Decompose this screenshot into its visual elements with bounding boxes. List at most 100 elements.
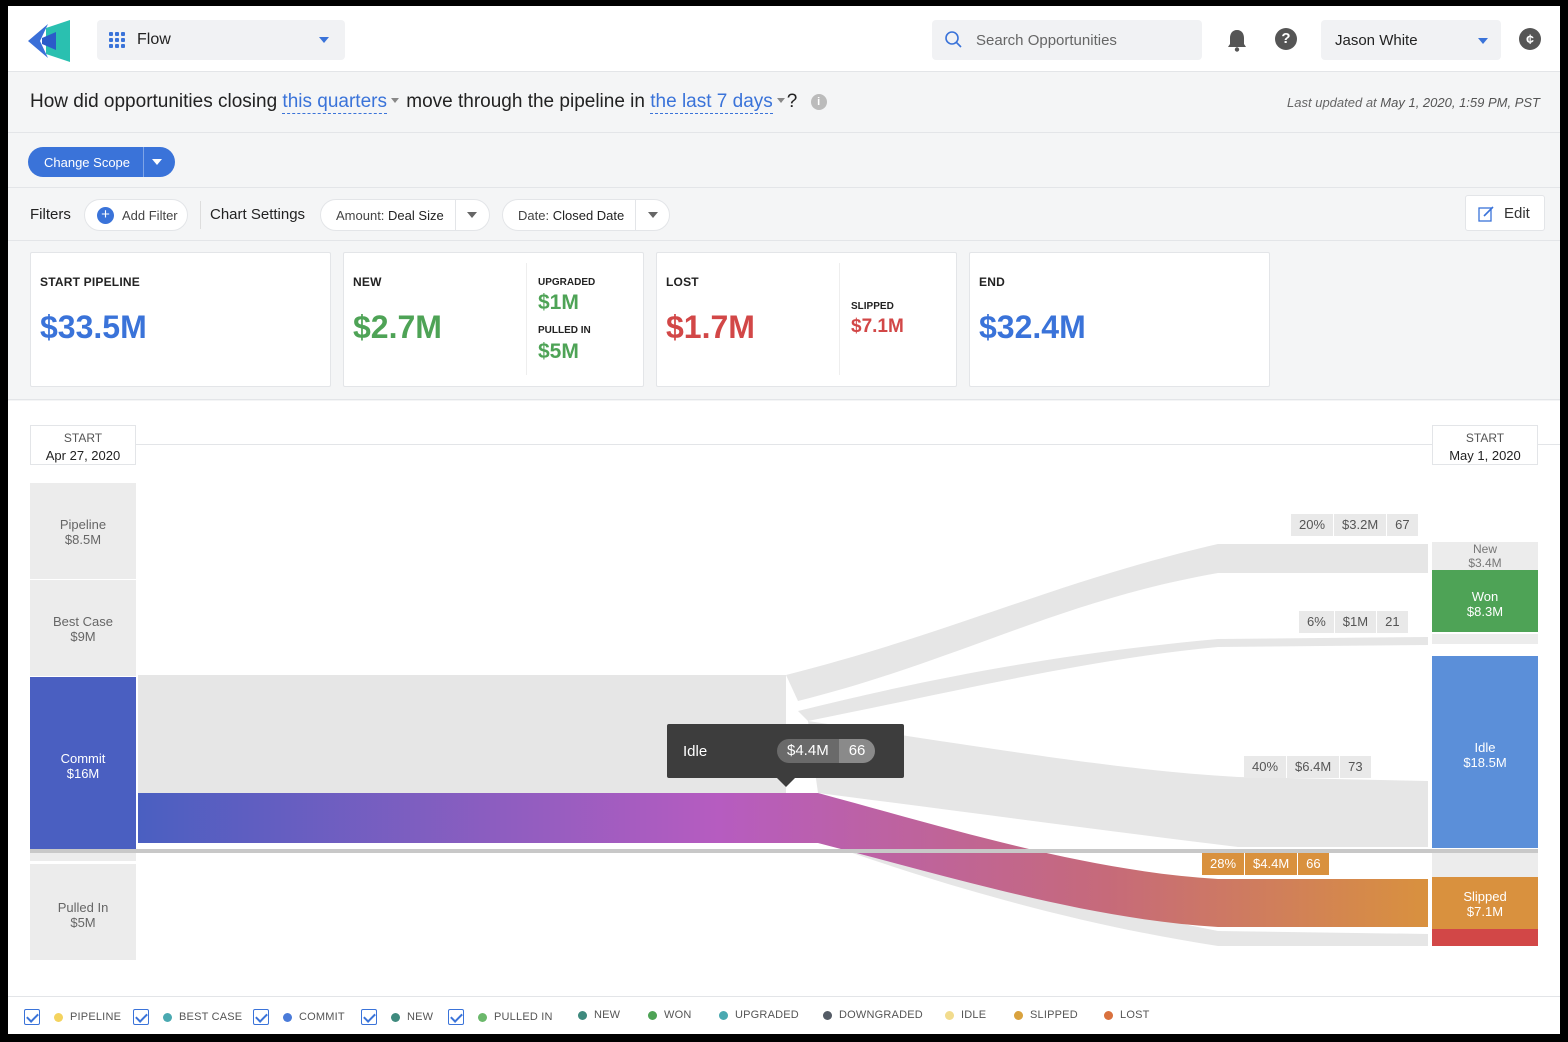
chevron-down-icon[interactable] (152, 159, 162, 165)
period-picker[interactable]: the last 7 days (650, 91, 773, 114)
kpi-sub-value: $5M (538, 340, 579, 363)
legend-pulled-in[interactable]: PULLED IN (448, 1009, 553, 1025)
kpi-summary: START PIPELINE $33.5M NEW $2.7M UPGRADED… (8, 242, 1560, 400)
flow-tag-idle[interactable]: 40% $6.4M 73 (1244, 756, 1372, 778)
legend-slipped[interactable]: SLIPPED (1014, 1009, 1078, 1021)
tooltip-count: 66 (838, 739, 876, 763)
currency-icon[interactable]: ¢ (1519, 28, 1541, 50)
kpi-new[interactable]: NEW $2.7M UPGRADED $1M PULLED IN $5M (343, 252, 644, 387)
top-nav: Flow Search Opportunities ? Jason White … (8, 6, 1560, 72)
scope-picker[interactable]: this quarters (282, 91, 387, 114)
stage-slipped-bar[interactable] (1432, 877, 1538, 929)
legend-upgraded[interactable]: UPGRADED (719, 1009, 799, 1021)
legend-downgraded[interactable]: DOWNGRADED (823, 1009, 923, 1021)
legend-new[interactable]: NEW (361, 1009, 433, 1025)
checkbox-icon[interactable] (361, 1009, 377, 1025)
stage-new-bar[interactable] (1432, 542, 1538, 570)
checkbox-icon[interactable] (253, 1009, 269, 1025)
flow-svg (30, 483, 1538, 960)
date-dropdown[interactable]: Date: Closed Date (502, 199, 670, 231)
question-prefix: How did opportunities closing (30, 91, 278, 112)
kpi-end[interactable]: END $32.4M (969, 252, 1270, 387)
view-selector-label: Flow (137, 31, 171, 48)
stage-label-pipeline: Pipeline $8.5M (59, 517, 107, 547)
stage-idle-bar[interactable] (1432, 656, 1538, 848)
search-placeholder: Search Opportunities (976, 32, 1117, 49)
kpi-value: $1.7M (666, 309, 755, 345)
legend-dot-icon (578, 1010, 587, 1020)
legend-best-case[interactable]: BEST CASE (133, 1009, 242, 1025)
kpi-sub-title: PULLED IN (538, 325, 591, 336)
last-updated: Last updated at May 1, 2020, 1:59 PM, PS… (1287, 95, 1540, 110)
kpi-title: NEW (353, 275, 382, 289)
question-bar: How did opportunities closing this quart… (8, 73, 1560, 133)
kpi-value: $2.7M (353, 309, 442, 345)
kpi-lost[interactable]: LOST $1.7M SLIPPED $7.1M (656, 252, 957, 387)
app-logo[interactable] (26, 18, 78, 64)
kpi-value: $32.4M (979, 309, 1086, 345)
end-header-label: START (1465, 431, 1505, 445)
question-suffix: ? (786, 91, 798, 112)
checkbox-icon[interactable] (24, 1009, 40, 1025)
tooltip-label: Idle (683, 743, 708, 760)
legend-won[interactable]: WON (648, 1009, 691, 1021)
chart-legend: PIPELINE BEST CASE COMMIT NEW PULLED IN … (8, 996, 1560, 1034)
legend-dot-icon (1104, 1010, 1113, 1020)
stage-pulled-in-bar[interactable] (30, 864, 136, 960)
stage-pipeline-bar[interactable] (30, 483, 136, 579)
question-middle: move through the pipeline in (406, 91, 645, 112)
flow-to-idle[interactable] (808, 721, 1428, 847)
flow-to-lost[interactable] (818, 831, 1428, 946)
edit-label: Edit (1504, 205, 1530, 222)
legend-dot-icon (823, 1010, 832, 1020)
legend-dot-icon (478, 1012, 487, 1022)
stage-commit-bar[interactable] (30, 677, 136, 849)
add-filter-button[interactable]: + Add Filter (84, 199, 188, 231)
legend-idle[interactable]: IDLE (945, 1009, 986, 1021)
info-icon[interactable]: i (810, 94, 827, 110)
kpi-sub-title: SLIPPED (851, 301, 894, 312)
user-menu[interactable]: Jason White (1321, 20, 1501, 60)
flow-tag-won[interactable]: 6% $1M 21 (1299, 611, 1409, 633)
flow-commit-band[interactable] (138, 675, 786, 793)
legend-commit[interactable]: COMMIT (253, 1009, 345, 1025)
change-scope-button[interactable]: Change Scope (28, 147, 175, 177)
bell-icon[interactable] (1226, 28, 1248, 52)
kpi-sub-value: $7.1M (851, 316, 904, 337)
edit-button[interactable]: Edit (1465, 195, 1545, 231)
legend-pipeline[interactable]: PIPELINE (24, 1009, 121, 1025)
flow-to-new[interactable] (786, 544, 1428, 701)
kpi-title: END (979, 275, 1005, 289)
kpi-value: $33.5M (40, 309, 147, 345)
stage-lost-bar[interactable] (1432, 929, 1538, 946)
flow-to-won[interactable] (798, 637, 1428, 721)
end-header-date: May 1, 2020 (1449, 448, 1521, 463)
last-updated-prefix: Last updated at (1287, 95, 1377, 110)
checkbox-icon[interactable] (133, 1009, 149, 1025)
flow-tooltip: Idle $4.4M 66 (667, 724, 904, 787)
flow-tag-slipped[interactable]: 28% $4.4M 66 (1202, 853, 1330, 875)
scope-bar: Change Scope (8, 134, 1560, 188)
flow-highlight-slipped[interactable] (138, 793, 1428, 927)
kpi-title: START PIPELINE (40, 275, 140, 289)
legend-dot-icon (648, 1010, 657, 1020)
help-icon[interactable]: ? (1275, 28, 1297, 50)
flow-tag-new[interactable]: 20% $3.2M 67 (1291, 514, 1419, 536)
checkbox-icon[interactable] (448, 1009, 464, 1025)
tooltip-amount: $4.4M (777, 739, 839, 763)
legend-new-end[interactable]: NEW (578, 1009, 620, 1021)
stage-won-bar[interactable] (1432, 570, 1538, 632)
view-selector[interactable]: Flow (97, 20, 345, 60)
amount-value: Deal Size (388, 208, 444, 223)
start-header: START Apr 27, 2020 (30, 425, 136, 465)
chevron-down-icon (776, 97, 785, 103)
chevron-down-icon (390, 97, 399, 103)
stage-best-case-bar[interactable] (30, 580, 136, 676)
chevron-down-icon (1478, 38, 1488, 44)
legend-lost[interactable]: LOST (1104, 1009, 1150, 1021)
kpi-start-pipeline[interactable]: START PIPELINE $33.5M (30, 252, 331, 387)
amount-dropdown[interactable]: Amount: Deal Size (320, 199, 490, 231)
search-input[interactable]: Search Opportunities (932, 20, 1202, 60)
stage-label-new: New $3.4M (1468, 542, 1502, 570)
legend-dot-icon (54, 1012, 63, 1022)
